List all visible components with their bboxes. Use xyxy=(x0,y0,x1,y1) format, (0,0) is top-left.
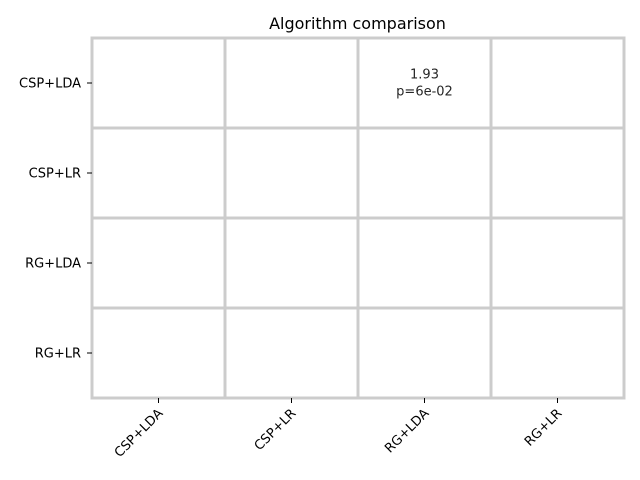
y-tick-label-rg-lda: RG+LDA xyxy=(25,257,81,272)
cell-annotations: 1.93 p=6e-02 xyxy=(396,68,453,100)
x-axis-ticks: CSP+LDA CSP+LR RG+LDA RG+LR xyxy=(112,398,565,461)
x-tick-label-rg-lr: RG+LR xyxy=(522,406,565,449)
heatmap-cell-rg-lda-rg-lda xyxy=(356,216,493,310)
cell-value-label: 1.93 xyxy=(410,68,439,83)
heatmap-cell-rg-lr-rg-lr xyxy=(489,306,626,400)
heatmap-cell-rg-lr-rg-lda xyxy=(356,306,493,400)
heatmap-cell-csp-lda-csp-lr xyxy=(223,36,360,130)
x-tick-label-csp-lr: CSP+LR xyxy=(252,406,300,454)
x-tick-label-rg-lda: RG+LDA xyxy=(382,406,432,456)
heatmap-cell-csp-lr-csp-lr xyxy=(223,126,360,220)
y-axis-ticks: CSP+LDA CSP+LR RG+LDA RG+LR xyxy=(19,77,92,362)
y-tick-label-csp-lr: CSP+LR xyxy=(29,167,81,182)
heatmap-cell-rg-lda-csp-lr xyxy=(223,216,360,310)
heatmap-cell-csp-lda-rg-lda xyxy=(356,36,493,130)
cell-p-label: p=6e-02 xyxy=(396,85,453,100)
heatmap-cell-rg-lda-rg-lr xyxy=(489,216,626,310)
heatmap-cell-csp-lda-csp-lda xyxy=(90,36,227,130)
heatmap-cells xyxy=(90,36,626,400)
heatmap-cell-rg-lr-csp-lr xyxy=(223,306,360,400)
x-tick-label-csp-lda: CSP+LDA xyxy=(112,406,167,461)
heatmap-cell-csp-lr-csp-lda xyxy=(90,126,227,220)
heatmap-cell-rg-lda-csp-lda xyxy=(90,216,227,310)
heatmap-cell-csp-lda-rg-lr xyxy=(489,36,626,130)
heatmap-cell-rg-lr-csp-lda xyxy=(90,306,227,400)
y-tick-label-csp-lda: CSP+LDA xyxy=(19,77,81,92)
y-tick-label-rg-lr: RG+LR xyxy=(35,347,81,362)
chart-title: Algorithm comparison xyxy=(269,14,446,33)
heatmap-cell-csp-lr-rg-lda xyxy=(356,126,493,220)
heatmap-cell-csp-lr-rg-lr xyxy=(489,126,626,220)
